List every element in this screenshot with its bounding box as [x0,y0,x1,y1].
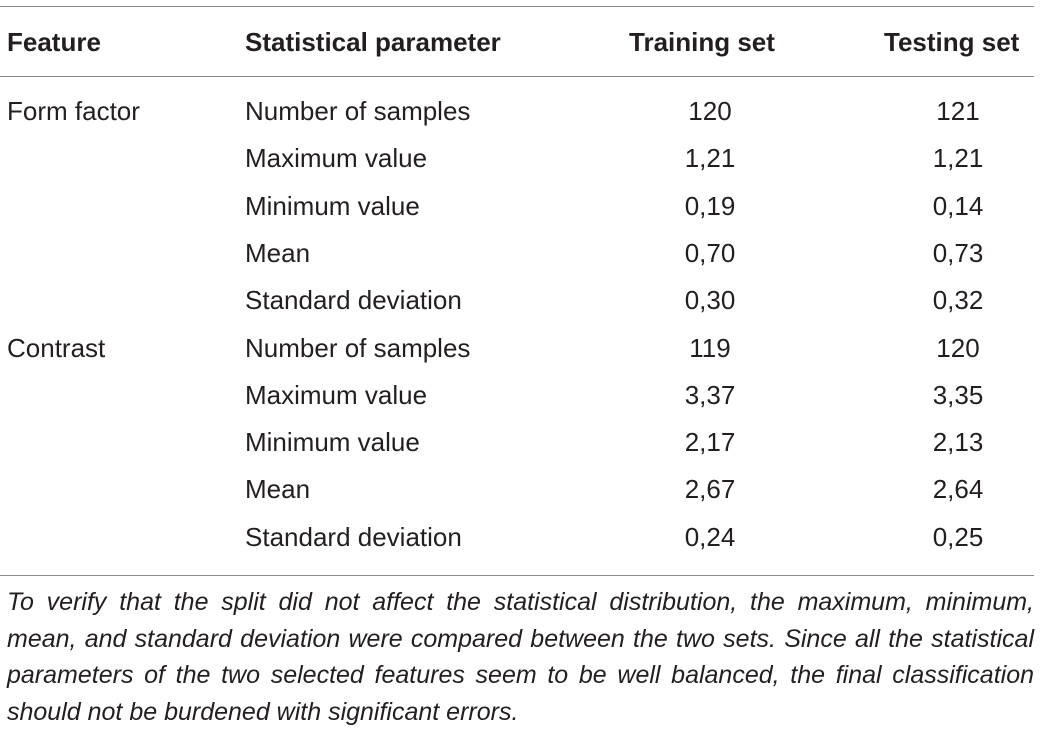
testing-value-cell: 0,73 [932,237,984,268]
training-value-cell: 120 [688,96,732,126]
parameter-cell: Mean [245,474,311,505]
testing-value-cell: 3,35 [932,379,984,410]
table-row: Contrast Number of samples 119 120 [0,325,1034,372]
testing-value-cell: 120 [936,332,980,363]
parameter-cell: Standard deviation [245,285,462,316]
testing-value-cell: 1,21 [932,143,984,174]
training-value-cell: 1,21 [684,143,736,174]
testing-value-cell: 0,25 [932,521,984,552]
parameter-cell: Minimum value [245,427,420,458]
training-value-cell: 2,67 [684,474,736,505]
parameter-cell: Mean [245,237,311,268]
testing-value-cell: 121 [936,96,980,126]
testing-value-cell: 2,13 [932,427,984,458]
table-footnote: To verify that the split did not affect … [7,588,1034,726]
header-statistical-parameter: Statistical parameter [245,27,501,57]
parameter-cell: Standard deviation [245,521,462,552]
table-bottom-rule [0,575,1034,576]
table-header-rule [0,76,1034,77]
testing-value-cell: 0,14 [932,190,984,221]
training-value-cell: 2,17 [684,427,736,458]
training-value-cell: 3,37 [684,379,736,410]
parameter-cell: Minimum value [245,190,420,221]
table-row: Minimum value 0,19 0,14 [0,183,1034,230]
table-row: Maximum value 1,21 1,21 [0,135,1034,182]
parameter-cell: Number of samples [245,96,471,126]
parameter-cell: Number of samples [245,332,471,363]
training-value-cell: 0,70 [684,237,736,268]
table-top-rule [0,6,1034,7]
testing-value-cell: 2,64 [932,474,984,505]
table-row: Mean 0,70 0,73 [0,230,1034,277]
table-row: Standard deviation 0,24 0,25 [0,514,1034,561]
table-row: Maximum value 3,37 3,35 [0,372,1034,419]
header-training-set: Training set [629,27,775,57]
parameter-cell: Maximum value [245,143,428,174]
table-row: Minimum value 2,17 2,13 [0,419,1034,466]
feature-cell: Contrast [7,332,106,363]
parameter-cell: Maximum value [245,379,428,410]
header-feature: Feature [7,27,101,57]
training-value-cell: 0,19 [684,190,736,221]
training-value-cell: 0,30 [684,285,736,316]
training-value-cell: 119 [689,332,731,363]
header-testing-set: Testing set [884,27,1020,57]
training-value-cell: 0,24 [684,521,736,552]
table-row: Mean 2,67 2,64 [0,466,1034,513]
table-row: Form factor Number of samples 120 121 [0,88,1034,135]
testing-value-cell: 0,32 [932,285,984,316]
feature-cell: Form factor [7,96,140,126]
table-row: Standard deviation 0,30 0,32 [0,277,1034,324]
